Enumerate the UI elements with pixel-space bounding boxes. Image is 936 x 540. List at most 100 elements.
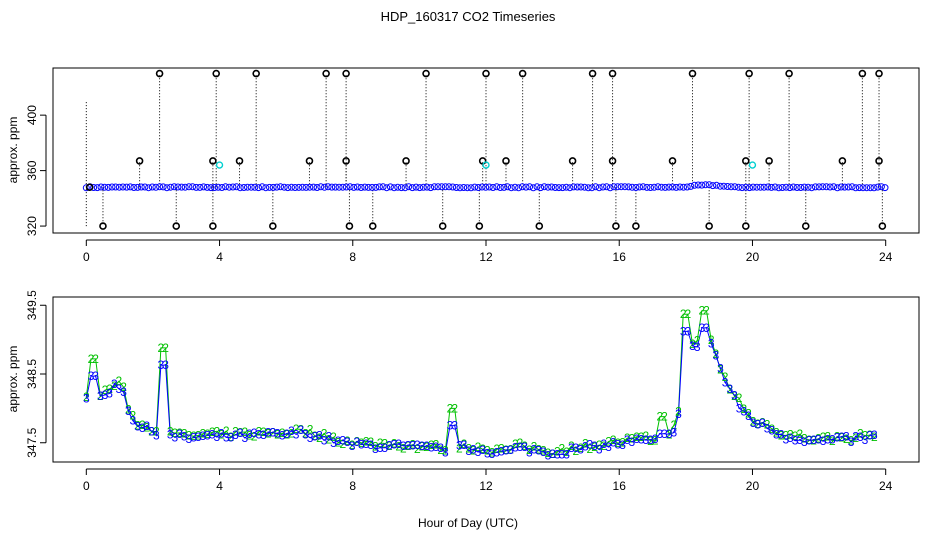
series-3-point: 3	[302, 428, 309, 442]
x-tick-label: 4	[216, 479, 223, 493]
baseline-point	[606, 184, 614, 192]
series-2-point: 2	[237, 425, 244, 439]
series-3-point: 3	[820, 434, 827, 448]
baseline-point	[742, 183, 750, 191]
baseline-point	[628, 183, 636, 191]
series-3-point: 3	[325, 429, 332, 443]
series-3-point: 3	[321, 433, 328, 447]
baseline-point	[837, 183, 845, 191]
low-outlier-point	[475, 222, 484, 230]
series-2-point: 2	[787, 427, 794, 441]
baseline-point	[797, 184, 805, 191]
series-2-point: 2	[526, 443, 533, 457]
y-tick-label: 360	[25, 160, 39, 180]
series-3-line	[85, 327, 875, 456]
baseline-point	[452, 184, 460, 191]
baseline-point	[870, 184, 878, 192]
series-3-point: 3	[255, 428, 262, 442]
series-2-point: 2	[330, 430, 337, 444]
baseline-point	[496, 184, 504, 191]
baseline-point	[357, 184, 365, 191]
baseline-point	[423, 183, 431, 191]
baseline-point	[691, 181, 698, 189]
baseline-point	[504, 183, 512, 191]
series-2-point: 2	[176, 426, 183, 440]
series-3-point: 3	[405, 439, 412, 453]
baseline-point	[229, 183, 237, 191]
series-3-point: 3	[512, 441, 519, 455]
series-3-point: 3	[792, 434, 799, 448]
baseline-point	[306, 183, 314, 191]
series-3-point: 3	[349, 439, 356, 453]
series-2-point: 2	[288, 427, 295, 441]
series-3-point: 3	[214, 430, 221, 444]
series-3-point: 3	[671, 426, 678, 440]
series-2-point: 2	[587, 442, 594, 456]
series-2-point: 2	[419, 439, 426, 453]
series-3-point: 3	[535, 444, 542, 458]
series-2-point: 2	[437, 443, 444, 457]
series-2-point: 2	[857, 427, 864, 441]
series-2-point: 2	[615, 436, 622, 450]
series-3-point: 3	[745, 409, 752, 423]
series-2-point: 2	[712, 347, 719, 361]
figure-title: HDP_160317 CO2 Timeseries	[381, 9, 556, 24]
high-outlier-point	[745, 69, 753, 78]
baseline-point	[119, 183, 127, 191]
bottom-panel: 2222222222222222222222222222222222222222…	[6, 290, 920, 493]
series-3-point: 3	[209, 428, 216, 442]
series-2-point: 2	[83, 390, 90, 404]
bottom-y-axis: 347.5 348.5 349.5	[25, 290, 47, 458]
high-outlier-point	[875, 69, 883, 78]
series-2-point: 2	[521, 439, 528, 453]
low-outlier-point	[99, 222, 107, 230]
series-2-point: 2	[325, 432, 332, 446]
baseline-point	[346, 183, 354, 191]
series-2-point: 2	[442, 443, 449, 457]
baseline-point	[709, 182, 717, 190]
series-3-point: 3	[773, 428, 780, 442]
series-2-point: 2	[144, 421, 151, 435]
baseline-point	[537, 184, 545, 192]
baseline-point	[181, 183, 189, 191]
baseline-point	[588, 184, 596, 192]
series-2-point: 2	[479, 442, 486, 456]
series-2-point: 2	[698, 304, 705, 318]
baseline-point	[555, 184, 563, 192]
series-2-point: 2	[148, 425, 155, 439]
baseline-point	[255, 184, 262, 192]
baseline-point	[288, 183, 295, 191]
baseline-point	[661, 183, 669, 191]
baseline-point	[273, 183, 281, 191]
series-3-point: 3	[810, 433, 817, 447]
series-2-point: 2	[255, 425, 262, 439]
baseline-point	[471, 183, 479, 191]
series-2-point: 2	[223, 424, 230, 438]
series-2-point: 2	[820, 430, 827, 444]
series-2-point: 2	[531, 440, 538, 454]
baseline-point	[342, 183, 350, 191]
series-3-point: 3	[428, 441, 435, 455]
series-2-point: 2	[866, 428, 873, 442]
series-3-point: 3	[712, 348, 719, 362]
baseline-point	[445, 183, 453, 191]
series-2-point: 2	[391, 437, 398, 451]
series-3-point: 3	[675, 407, 682, 421]
series-2-point: 2	[689, 337, 696, 351]
series-3-point: 3	[232, 428, 239, 442]
series-2-point: 2	[512, 437, 519, 451]
top-y-axis-label: approx. ppm	[6, 117, 20, 184]
series-2-point: 2	[358, 436, 365, 450]
baseline-point	[474, 184, 482, 191]
series-3-point: 3	[381, 441, 388, 455]
baseline-point	[130, 184, 138, 191]
baseline-point	[515, 184, 523, 192]
baseline-point	[500, 183, 508, 191]
baseline-point	[551, 184, 559, 191]
series-2-point: 2	[153, 424, 160, 438]
series-2-point: 2	[269, 426, 276, 440]
mid-outlier-point	[875, 157, 883, 165]
baseline-point	[621, 183, 629, 191]
series-3-point: 3	[503, 444, 510, 458]
series-2-point: 2	[428, 438, 435, 452]
